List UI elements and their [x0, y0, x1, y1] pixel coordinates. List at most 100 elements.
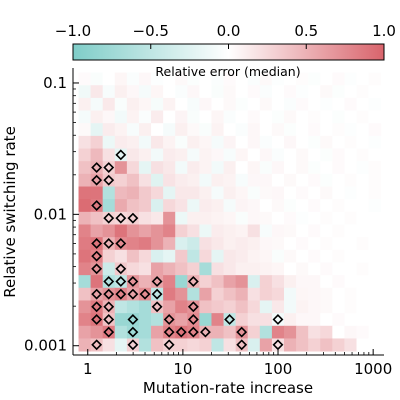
heatmap-cell [320, 313, 333, 327]
heatmap-cell [356, 135, 370, 149]
heatmap-cell [78, 325, 92, 339]
significance-marker [115, 212, 127, 224]
heatmap-cell [163, 148, 176, 162]
heatmap-cell [332, 135, 345, 149]
heatmap-cell [271, 161, 285, 175]
heatmap-cell [368, 199, 382, 213]
y-axis-title: Relative switching rate [1, 126, 19, 298]
heatmap-cell [211, 275, 224, 289]
colorbar-ticks: −1.0 −0.5 0.0 0.5 1.0 [55, 22, 396, 49]
heatmap-cell [163, 338, 176, 352]
heatmap-cell [320, 135, 333, 149]
heatmap-cell [247, 300, 261, 314]
heatmap-cell [114, 135, 128, 149]
heatmap-cell [175, 110, 188, 124]
heatmap-cell [126, 313, 140, 327]
heatmap-cell [199, 325, 212, 339]
significance-marker [103, 288, 115, 300]
heatmap-cell [199, 148, 212, 162]
heatmap-cell [126, 199, 140, 213]
heatmap-cell [332, 123, 345, 137]
heatmap-cell [126, 135, 140, 149]
significance-marker [163, 326, 175, 338]
heatmap-cell [356, 199, 370, 213]
heatmap-cell [344, 237, 357, 251]
x-axis-title: Mutation-rate increase [143, 379, 313, 397]
heatmap-cell [126, 249, 140, 263]
heatmap-cell [114, 262, 128, 276]
significance-marker [115, 238, 127, 249]
heatmap-cell [235, 287, 249, 301]
heatmap-cell [259, 287, 273, 301]
heatmap-cell [308, 338, 321, 352]
heatmap-cell [211, 262, 224, 276]
heatmap-cell [151, 313, 164, 327]
significance-marker [127, 276, 139, 287]
heatmap-cell [356, 173, 370, 187]
heatmap-cell [223, 186, 237, 200]
heatmap-cell [114, 287, 128, 301]
heatmap-cell [187, 275, 200, 289]
heatmap-cell [78, 135, 92, 149]
heatmap-cell [211, 325, 224, 339]
heatmap-cell [247, 186, 261, 200]
x-tick-label: 100 [264, 360, 293, 378]
heatmap-cell [368, 148, 382, 162]
heatmap-cell [163, 287, 176, 301]
heatmap-cell [332, 287, 345, 301]
heatmap-cell [187, 338, 200, 352]
heatmap-cell [114, 85, 128, 99]
heatmap-cell [332, 186, 345, 200]
heatmap-cell [138, 173, 152, 187]
heatmap-cell [259, 262, 273, 276]
heatmap-cell [163, 249, 176, 263]
heatmap-cell [296, 325, 309, 339]
heatmap-cell [223, 325, 237, 339]
heatmap-cell [344, 325, 357, 339]
heatmap-cell [235, 72, 249, 86]
heatmap-cell [284, 300, 297, 314]
heatmap-cell [308, 249, 321, 263]
heatmap-cell [102, 325, 116, 339]
heatmap-cell [175, 262, 188, 276]
plot-axes: 1 10 100 1000 0.001 0.01 0.1 [24, 68, 392, 378]
heatmap-cell [199, 135, 212, 149]
heatmap-cell [78, 313, 92, 327]
heatmap-cell [163, 135, 176, 149]
heatmap-cell [259, 72, 273, 86]
heatmap-cell [138, 275, 152, 289]
heatmap-cell [223, 72, 237, 86]
heatmap-cell [284, 161, 297, 175]
heatmap-cell [296, 199, 309, 213]
heatmap-cell [126, 85, 140, 99]
significance-marker [163, 339, 175, 351]
heatmap-cell [163, 186, 176, 200]
heatmap-cell [151, 161, 164, 175]
heatmap-cell [368, 338, 382, 352]
significance-marker [91, 200, 103, 211]
heatmap-cell [78, 85, 92, 99]
heatmap-cell [296, 287, 309, 301]
significance-marker [272, 314, 284, 325]
heatmap-cell [151, 186, 164, 200]
heatmap-cell [151, 338, 164, 352]
heatmap-cell [296, 313, 309, 327]
heatmap-cell [151, 275, 164, 289]
heatmap-cell [235, 186, 249, 200]
heatmap-cell [235, 262, 249, 276]
heatmap-cell [78, 300, 92, 314]
heatmap-cell [247, 275, 261, 289]
heatmap-cell [223, 275, 237, 289]
heatmap-cell [368, 313, 382, 327]
heatmap-cell [138, 224, 152, 238]
heatmap-cell [320, 237, 333, 251]
heatmap-cell [344, 110, 357, 124]
heatmap-cell [356, 338, 370, 352]
heatmap-cell [187, 249, 200, 263]
heatmap-cell [138, 313, 152, 327]
heatmap-cell [284, 224, 297, 238]
heatmap-cell [259, 148, 273, 162]
heatmap-cell [126, 275, 140, 289]
heatmap-cell [138, 186, 152, 200]
heatmap-cell [175, 237, 188, 251]
